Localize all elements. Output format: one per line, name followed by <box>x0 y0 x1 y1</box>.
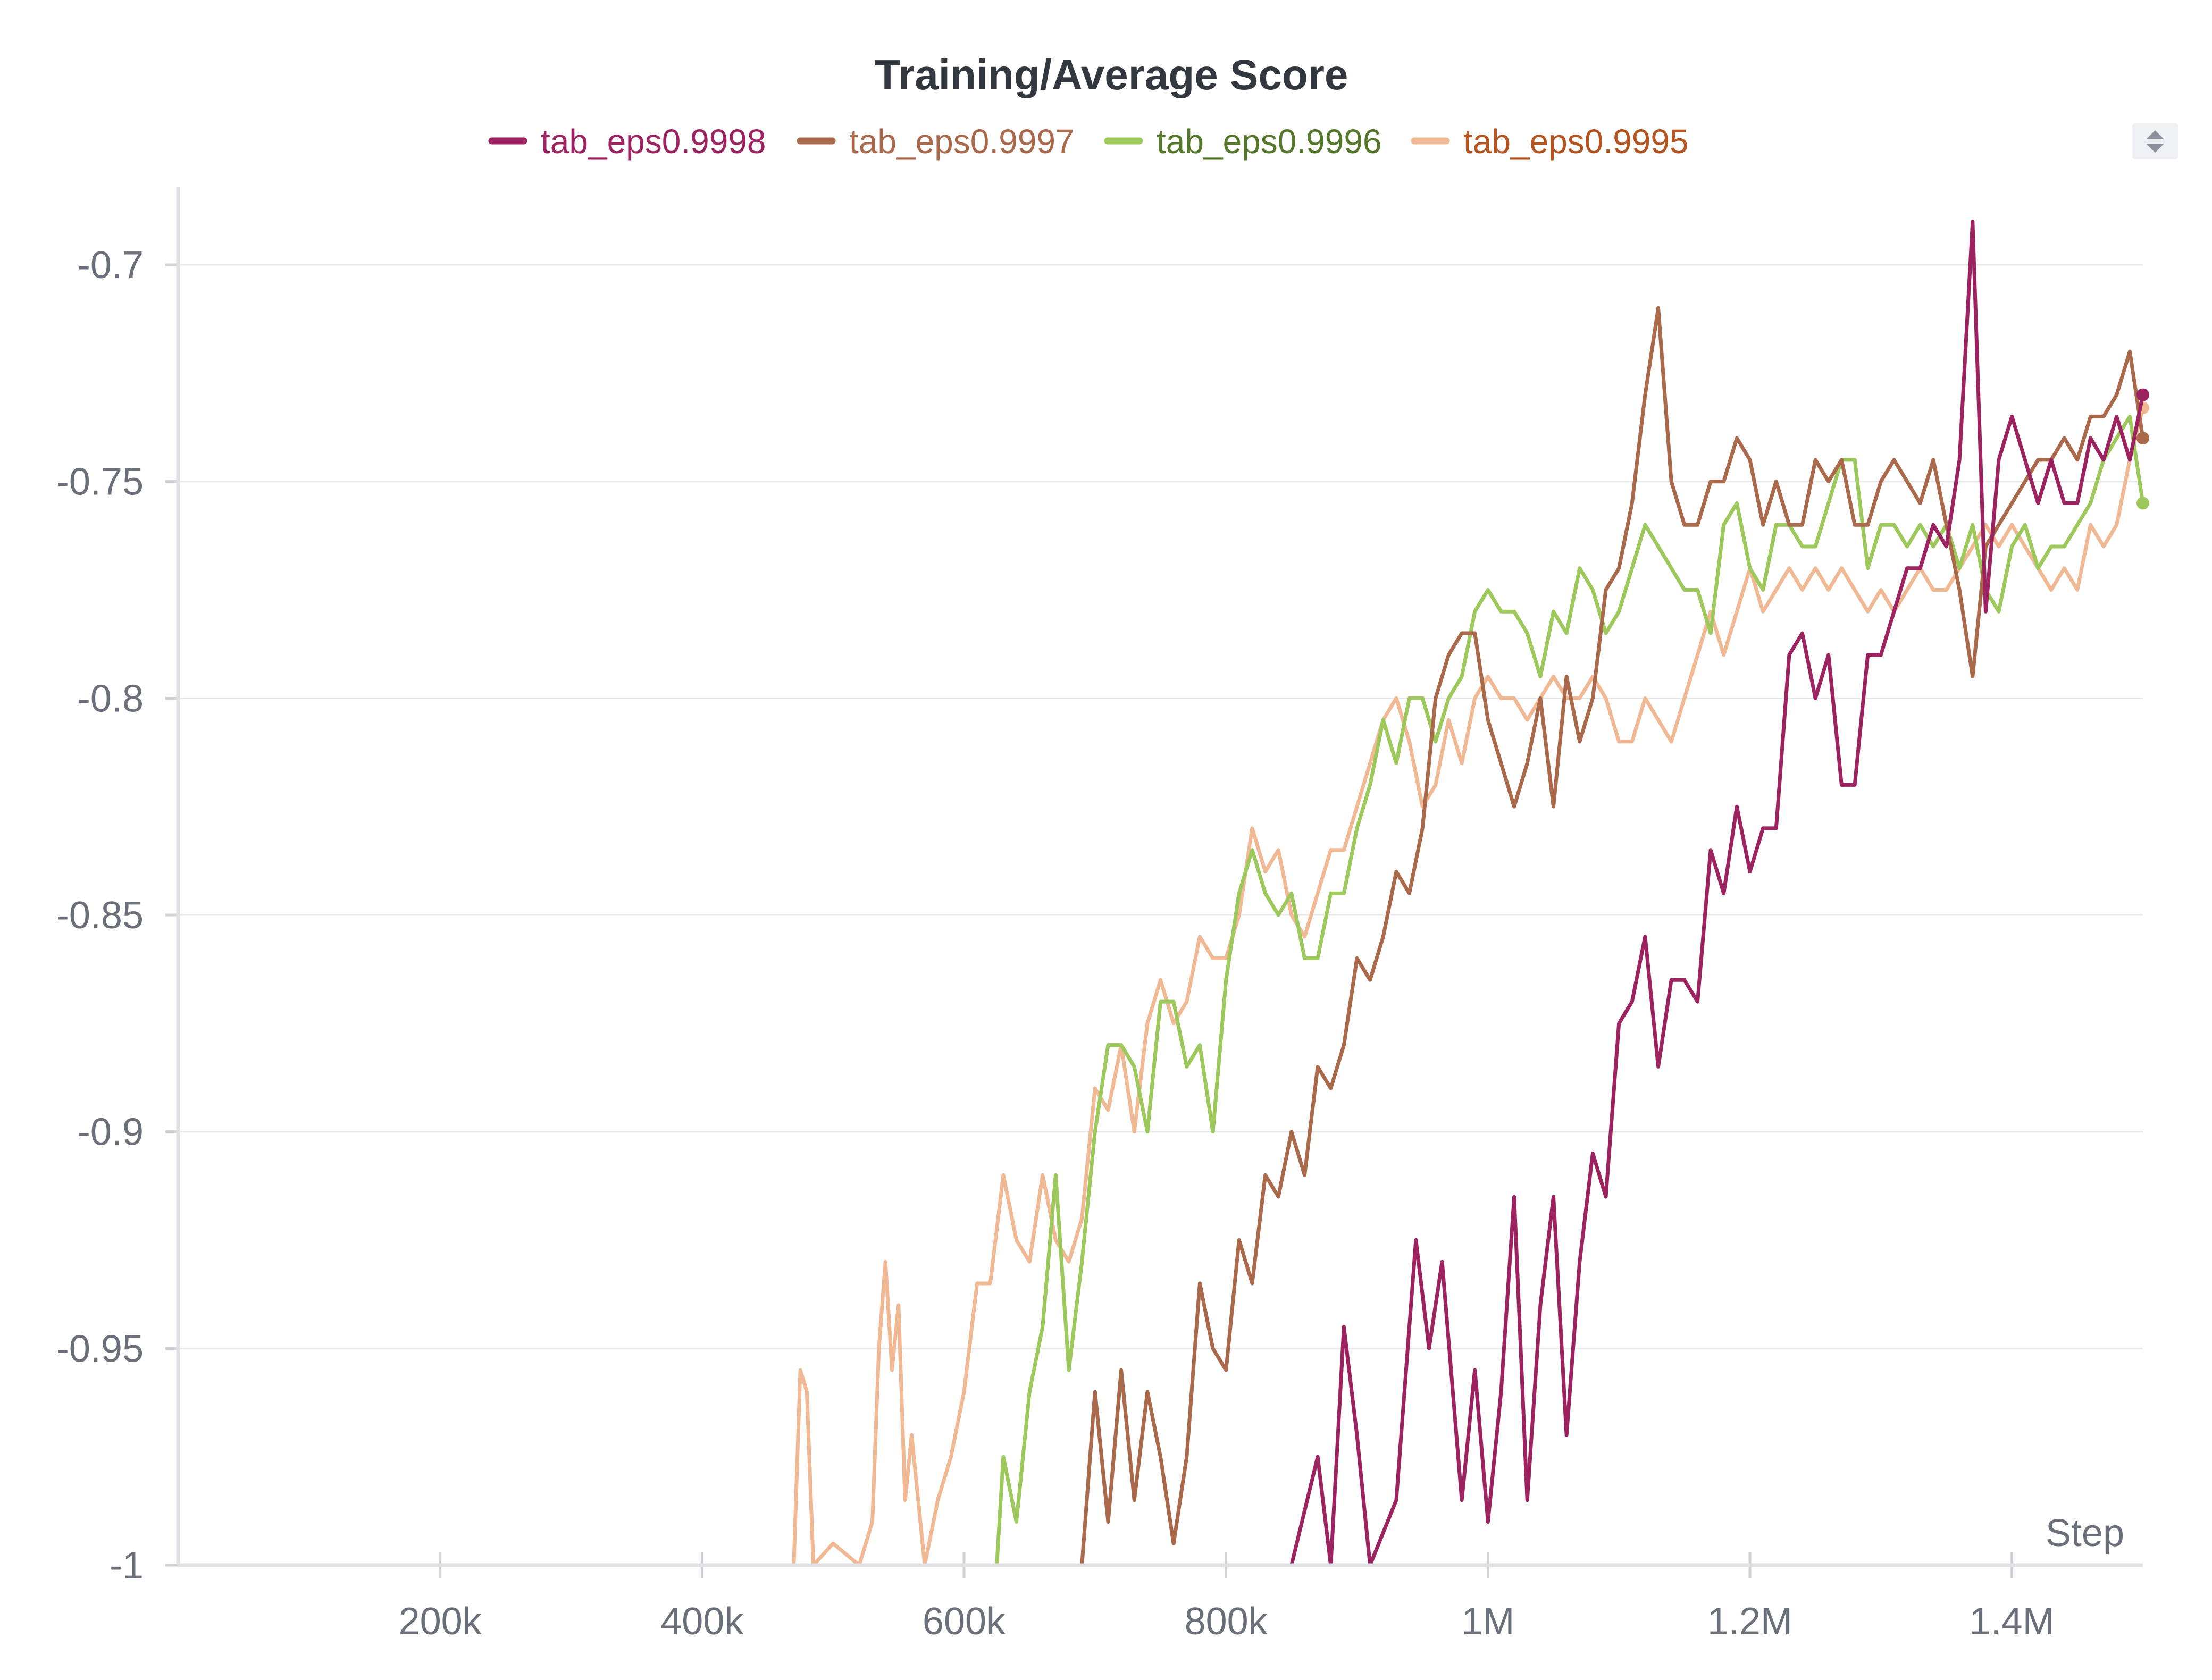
x-tick-label: 600k <box>923 1600 1006 1643</box>
y-tick-label: -0.9 <box>78 1111 144 1154</box>
y-tick-label: -0.95 <box>56 1328 144 1370</box>
legend-label: tab_eps0.9995 <box>1463 122 1689 161</box>
series-line-tab_eps0-9995[interactable] <box>792 406 2145 1567</box>
legend-label: tab_eps0.9998 <box>541 122 766 161</box>
x-tick-label: 1M <box>1461 1600 1514 1643</box>
series-end-marker <box>2136 432 2149 445</box>
series-end-marker <box>2136 388 2149 401</box>
legend-sort-toggle[interactable] <box>2132 123 2178 159</box>
x-tick-label: 1.4M <box>1970 1600 2055 1643</box>
y-axis-ticks: -0.7 -0.75 -0.8 -0.85 -0.9 -0.95 -1 <box>56 244 178 1587</box>
legend-item[interactable]: tab_eps0.9995 <box>1411 122 1689 161</box>
series-line-tab_eps0-9997[interactable] <box>1080 306 2145 1567</box>
x-tick-label: 200k <box>399 1600 482 1643</box>
chart-title: Training/Average Score <box>875 51 1348 98</box>
y-tick-label: -1 <box>110 1544 144 1587</box>
y-tick-label: -0.8 <box>78 677 144 720</box>
series-line-tab_eps0-9998[interactable] <box>1289 220 2145 1567</box>
legend: tab_eps0.9998 tab_eps0.9997 tab_eps0.9996 t… <box>488 122 1689 161</box>
series-end-marker <box>2136 497 2149 510</box>
x-tick-label: 800k <box>1185 1600 1268 1643</box>
sort-up-icon <box>2146 130 2164 139</box>
gridlines <box>178 264 2143 1349</box>
legend-label: tab_eps0.9996 <box>1157 122 1382 161</box>
x-tick-label: 1.2M <box>1707 1600 1792 1643</box>
y-tick-label: -0.75 <box>56 461 144 503</box>
y-tick-label: -0.85 <box>56 894 144 937</box>
series-lines <box>792 220 2149 1567</box>
legend-item[interactable]: tab_eps0.9996 <box>1104 122 1382 161</box>
legend-item[interactable]: tab_eps0.9997 <box>797 122 1075 161</box>
sort-down-icon <box>2146 144 2164 153</box>
sort-toggle-background <box>2132 123 2178 159</box>
x-tick-label: 400k <box>660 1600 744 1643</box>
legend-label: tab_eps0.9997 <box>849 122 1075 161</box>
x-axis-ticks: 200k 400k 600k 800k 1M 1.2M 1.4M <box>399 1552 2055 1643</box>
y-tick-label: -0.7 <box>78 244 144 287</box>
legend-item[interactable]: tab_eps0.9998 <box>488 122 766 161</box>
x-axis-label: Step <box>2046 1512 2124 1555</box>
